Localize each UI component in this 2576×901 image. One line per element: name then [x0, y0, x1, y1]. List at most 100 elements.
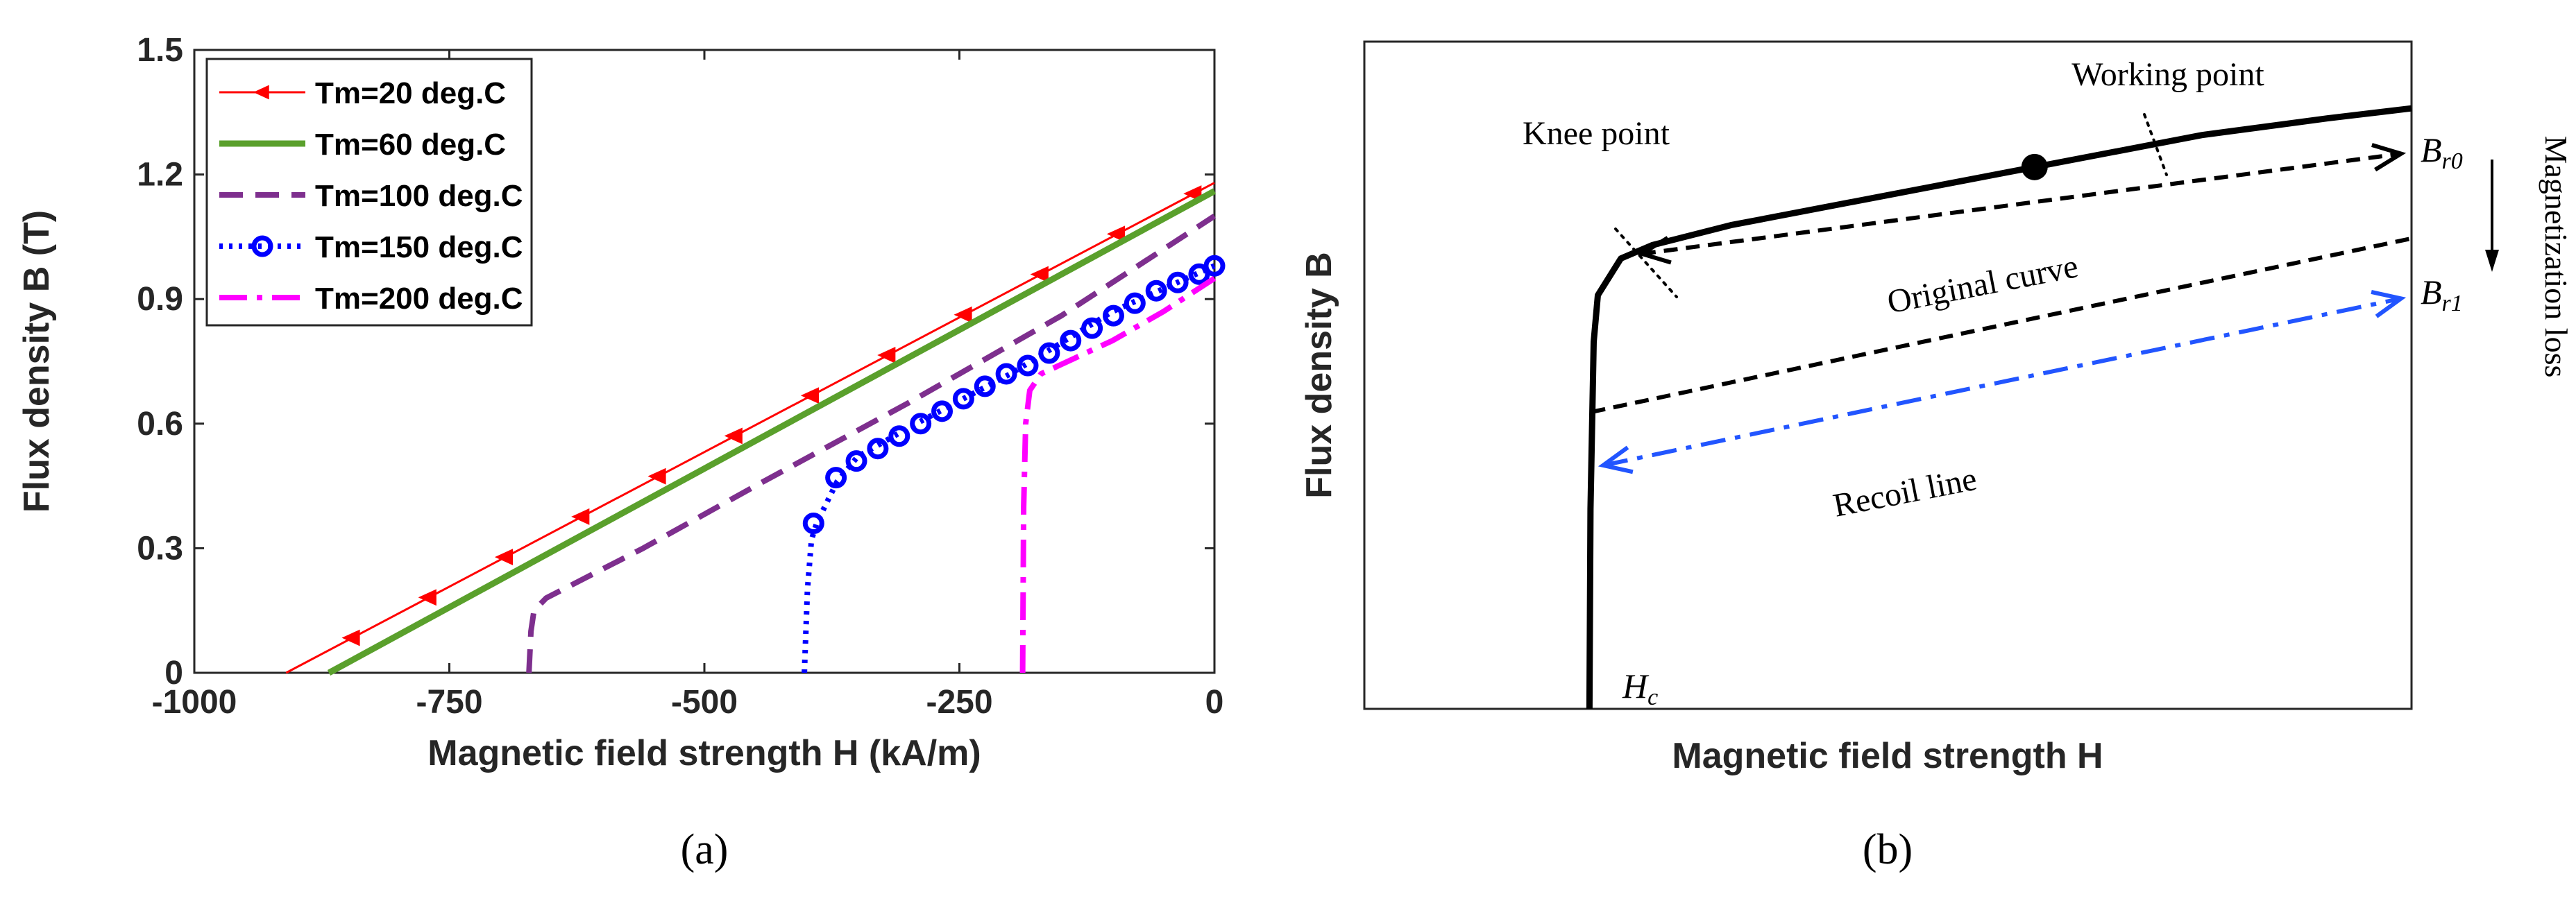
data-point — [877, 347, 896, 363]
panel-a-chart: -1000 -750 -500 -250 0 0 0.3 0.6 0.9 1.2 1.5 Magne… — [17, 32, 1226, 873]
legend-label-tm-20-deg-c: Tm=20 deg.C — [315, 76, 506, 110]
y-tick-label: 0.3 — [137, 530, 183, 567]
data-point — [1188, 263, 1210, 285]
series-line-tm-100-deg-c — [526, 214, 1217, 673]
data-point — [1017, 354, 1039, 377]
legend-marker-tm-20-deg-c — [253, 85, 269, 100]
x-tick-label: -750 — [416, 684, 482, 721]
data-point — [1203, 255, 1226, 277]
working-point-label: Working point — [2071, 56, 2264, 93]
series-tm-20-deg-c — [285, 182, 1215, 674]
panel-b-label: (b) — [1863, 826, 1913, 873]
data-point — [647, 467, 666, 485]
y-tick-label: 0 — [164, 655, 183, 692]
data-point — [825, 467, 847, 489]
y-tick-label: 0.6 — [137, 406, 183, 443]
x-tick-label: -250 — [926, 684, 992, 721]
panel-a-series-layer — [285, 182, 1226, 676]
data-point — [910, 413, 932, 435]
br0-subscript: r0 — [2442, 148, 2463, 174]
magnetization-loss-arrowhead — [2485, 250, 2499, 272]
data-point — [418, 589, 437, 606]
data-point — [1145, 280, 1167, 302]
series-tm-200-deg-c — [1019, 275, 1217, 673]
hc-symbol: H — [1622, 667, 1650, 705]
arrowhead-start-original-arrow — [1636, 236, 1672, 265]
br1-label: Br1 — [2421, 273, 2463, 316]
data-point — [494, 549, 514, 566]
series-line-recoil-line — [1591, 236, 2412, 414]
panel-a-ticks: -1000 -750 -500 -250 0 0 0.3 0.6 0.9 1.2 1.5 — [137, 32, 1223, 721]
legend-entry-tm-200-deg-c: Tm=200 deg.C — [219, 282, 523, 316]
data-point — [1081, 317, 1103, 339]
data-point — [1030, 266, 1049, 283]
hc-label: Hc — [1622, 667, 1658, 710]
legend-label-tm-150-deg-c: Tm=150 deg.C — [315, 230, 523, 264]
recoil-line-label: Recoil line — [1830, 461, 1980, 524]
data-point — [1038, 342, 1060, 364]
series-line-recoil-arrow — [1602, 296, 2402, 467]
knee-point-label: Knee point — [1523, 115, 1670, 152]
data-point — [1102, 304, 1124, 327]
y-tick-label: 0.9 — [137, 281, 183, 318]
data-point — [341, 629, 360, 646]
panel-b-series-layer — [1586, 105, 2412, 710]
panel-b-plot-frame — [1363, 40, 2413, 710]
legend-entry-tm-150-deg-c: Tm=150 deg.C — [219, 230, 523, 264]
br0-label: Br0 — [2421, 130, 2463, 174]
panel-a-x-axis-label: Magnetic field strength H (kA/m) — [427, 733, 981, 773]
working-point-marker — [2021, 153, 2048, 180]
data-point — [974, 375, 996, 397]
series-line-tm-60-deg-c — [327, 188, 1217, 676]
br1-symbol: B — [2421, 273, 2442, 311]
data-point — [800, 387, 820, 404]
panel-b-x-axis-label: Magnetic field strength H — [1672, 736, 2103, 776]
panel-a-label: (a) — [681, 826, 729, 873]
legend-entry-tm-20-deg-c: Tm=20 deg.C — [219, 76, 506, 110]
data-point — [1060, 329, 1082, 352]
magnetization-loss-label: Magnetization loss — [2539, 136, 2574, 378]
series-line-tm-200-deg-c — [1019, 275, 1217, 673]
series-line-tm-20-deg-c — [285, 182, 1215, 674]
series-recoil-line — [1591, 236, 2412, 414]
legend-label-tm-200-deg-c: Tm=200 deg.C — [315, 282, 523, 316]
series-line-tm-150-deg-c — [802, 263, 1216, 673]
panel-b-diagram: Working point Knee point Original curve … — [1299, 40, 2574, 873]
panel-a-y-axis-label: Flux density B (T) — [17, 210, 57, 513]
legend-entry-tm-100-deg-c: Tm=100 deg.C — [219, 179, 523, 213]
data-point — [1124, 292, 1146, 314]
br0-symbol: B — [2421, 130, 2442, 169]
working-point-pointer — [2143, 113, 2168, 176]
knee-point-pointer — [1614, 228, 1678, 298]
data-point — [802, 512, 824, 534]
data-point — [931, 400, 954, 422]
series-line-original-arrow — [1641, 151, 2402, 256]
data-point — [995, 363, 1017, 385]
arrowhead-start-recoil-arrow — [1598, 445, 1634, 474]
series-tm-150-deg-c — [802, 255, 1226, 673]
x-tick-label: -1000 — [152, 684, 237, 721]
data-point — [724, 427, 743, 445]
series-tm-100-deg-c — [526, 214, 1217, 673]
series-tm-60-deg-c — [327, 188, 1217, 676]
legend-marker-tm-150-deg-c — [251, 235, 273, 257]
legend-label-tm-60-deg-c: Tm=60 deg.C — [315, 128, 506, 162]
data-point — [1106, 225, 1126, 243]
arrowhead-end-original-arrow — [2371, 143, 2407, 172]
data-point — [845, 450, 867, 472]
data-point — [1167, 271, 1189, 293]
data-point — [571, 508, 590, 525]
data-point — [952, 388, 974, 410]
data-point — [954, 306, 972, 323]
series-original-curve — [1586, 105, 2412, 710]
data-point — [888, 425, 910, 447]
series-line-original-curve — [1586, 105, 2412, 710]
legend-label-tm-100-deg-c: Tm=100 deg.C — [315, 179, 523, 213]
arrowhead-end-recoil-arrow — [2371, 290, 2407, 318]
br1-subscript: r1 — [2442, 291, 2463, 316]
panel-a-legend: Tm=20 deg.C Tm=60 deg.C Tm=100 deg.C Tm=150… — [205, 58, 533, 327]
x-tick-label: 0 — [1205, 684, 1224, 721]
x-tick-label: -500 — [671, 684, 738, 721]
y-tick-label: 1.2 — [137, 157, 183, 194]
